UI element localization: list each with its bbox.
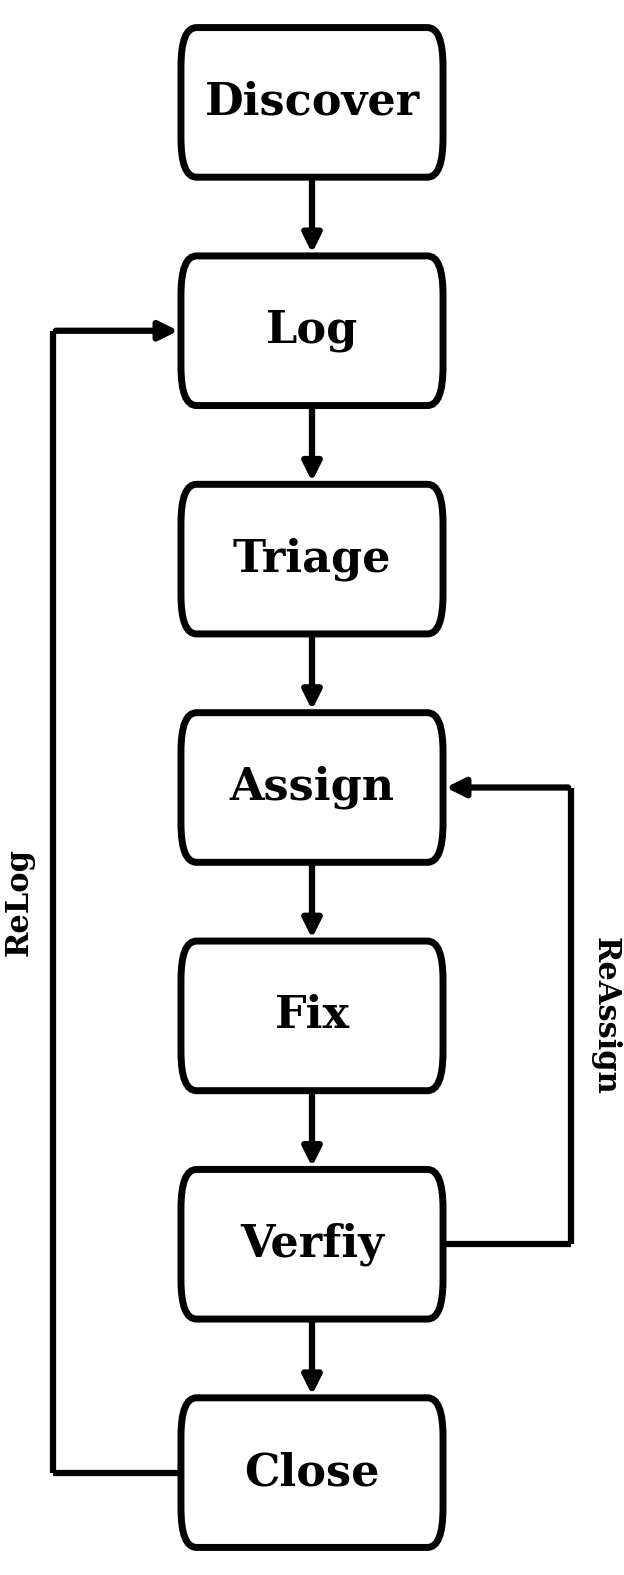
FancyBboxPatch shape [181, 1169, 443, 1320]
FancyBboxPatch shape [181, 940, 443, 1090]
Text: Fix: Fix [275, 994, 349, 1038]
Text: Verfiy: Verfiy [240, 1222, 384, 1266]
FancyBboxPatch shape [181, 27, 443, 178]
Text: Assign: Assign [230, 765, 394, 810]
FancyBboxPatch shape [181, 712, 443, 863]
Text: Close: Close [244, 1451, 380, 1495]
FancyBboxPatch shape [181, 485, 443, 633]
FancyBboxPatch shape [181, 255, 443, 405]
FancyBboxPatch shape [181, 1399, 443, 1547]
Text: Discover: Discover [205, 80, 419, 124]
Text: Triage: Triage [233, 537, 391, 581]
Text: ReLog: ReLog [3, 847, 34, 956]
Text: Log: Log [266, 309, 358, 353]
Text: ReAssign: ReAssign [590, 937, 621, 1095]
